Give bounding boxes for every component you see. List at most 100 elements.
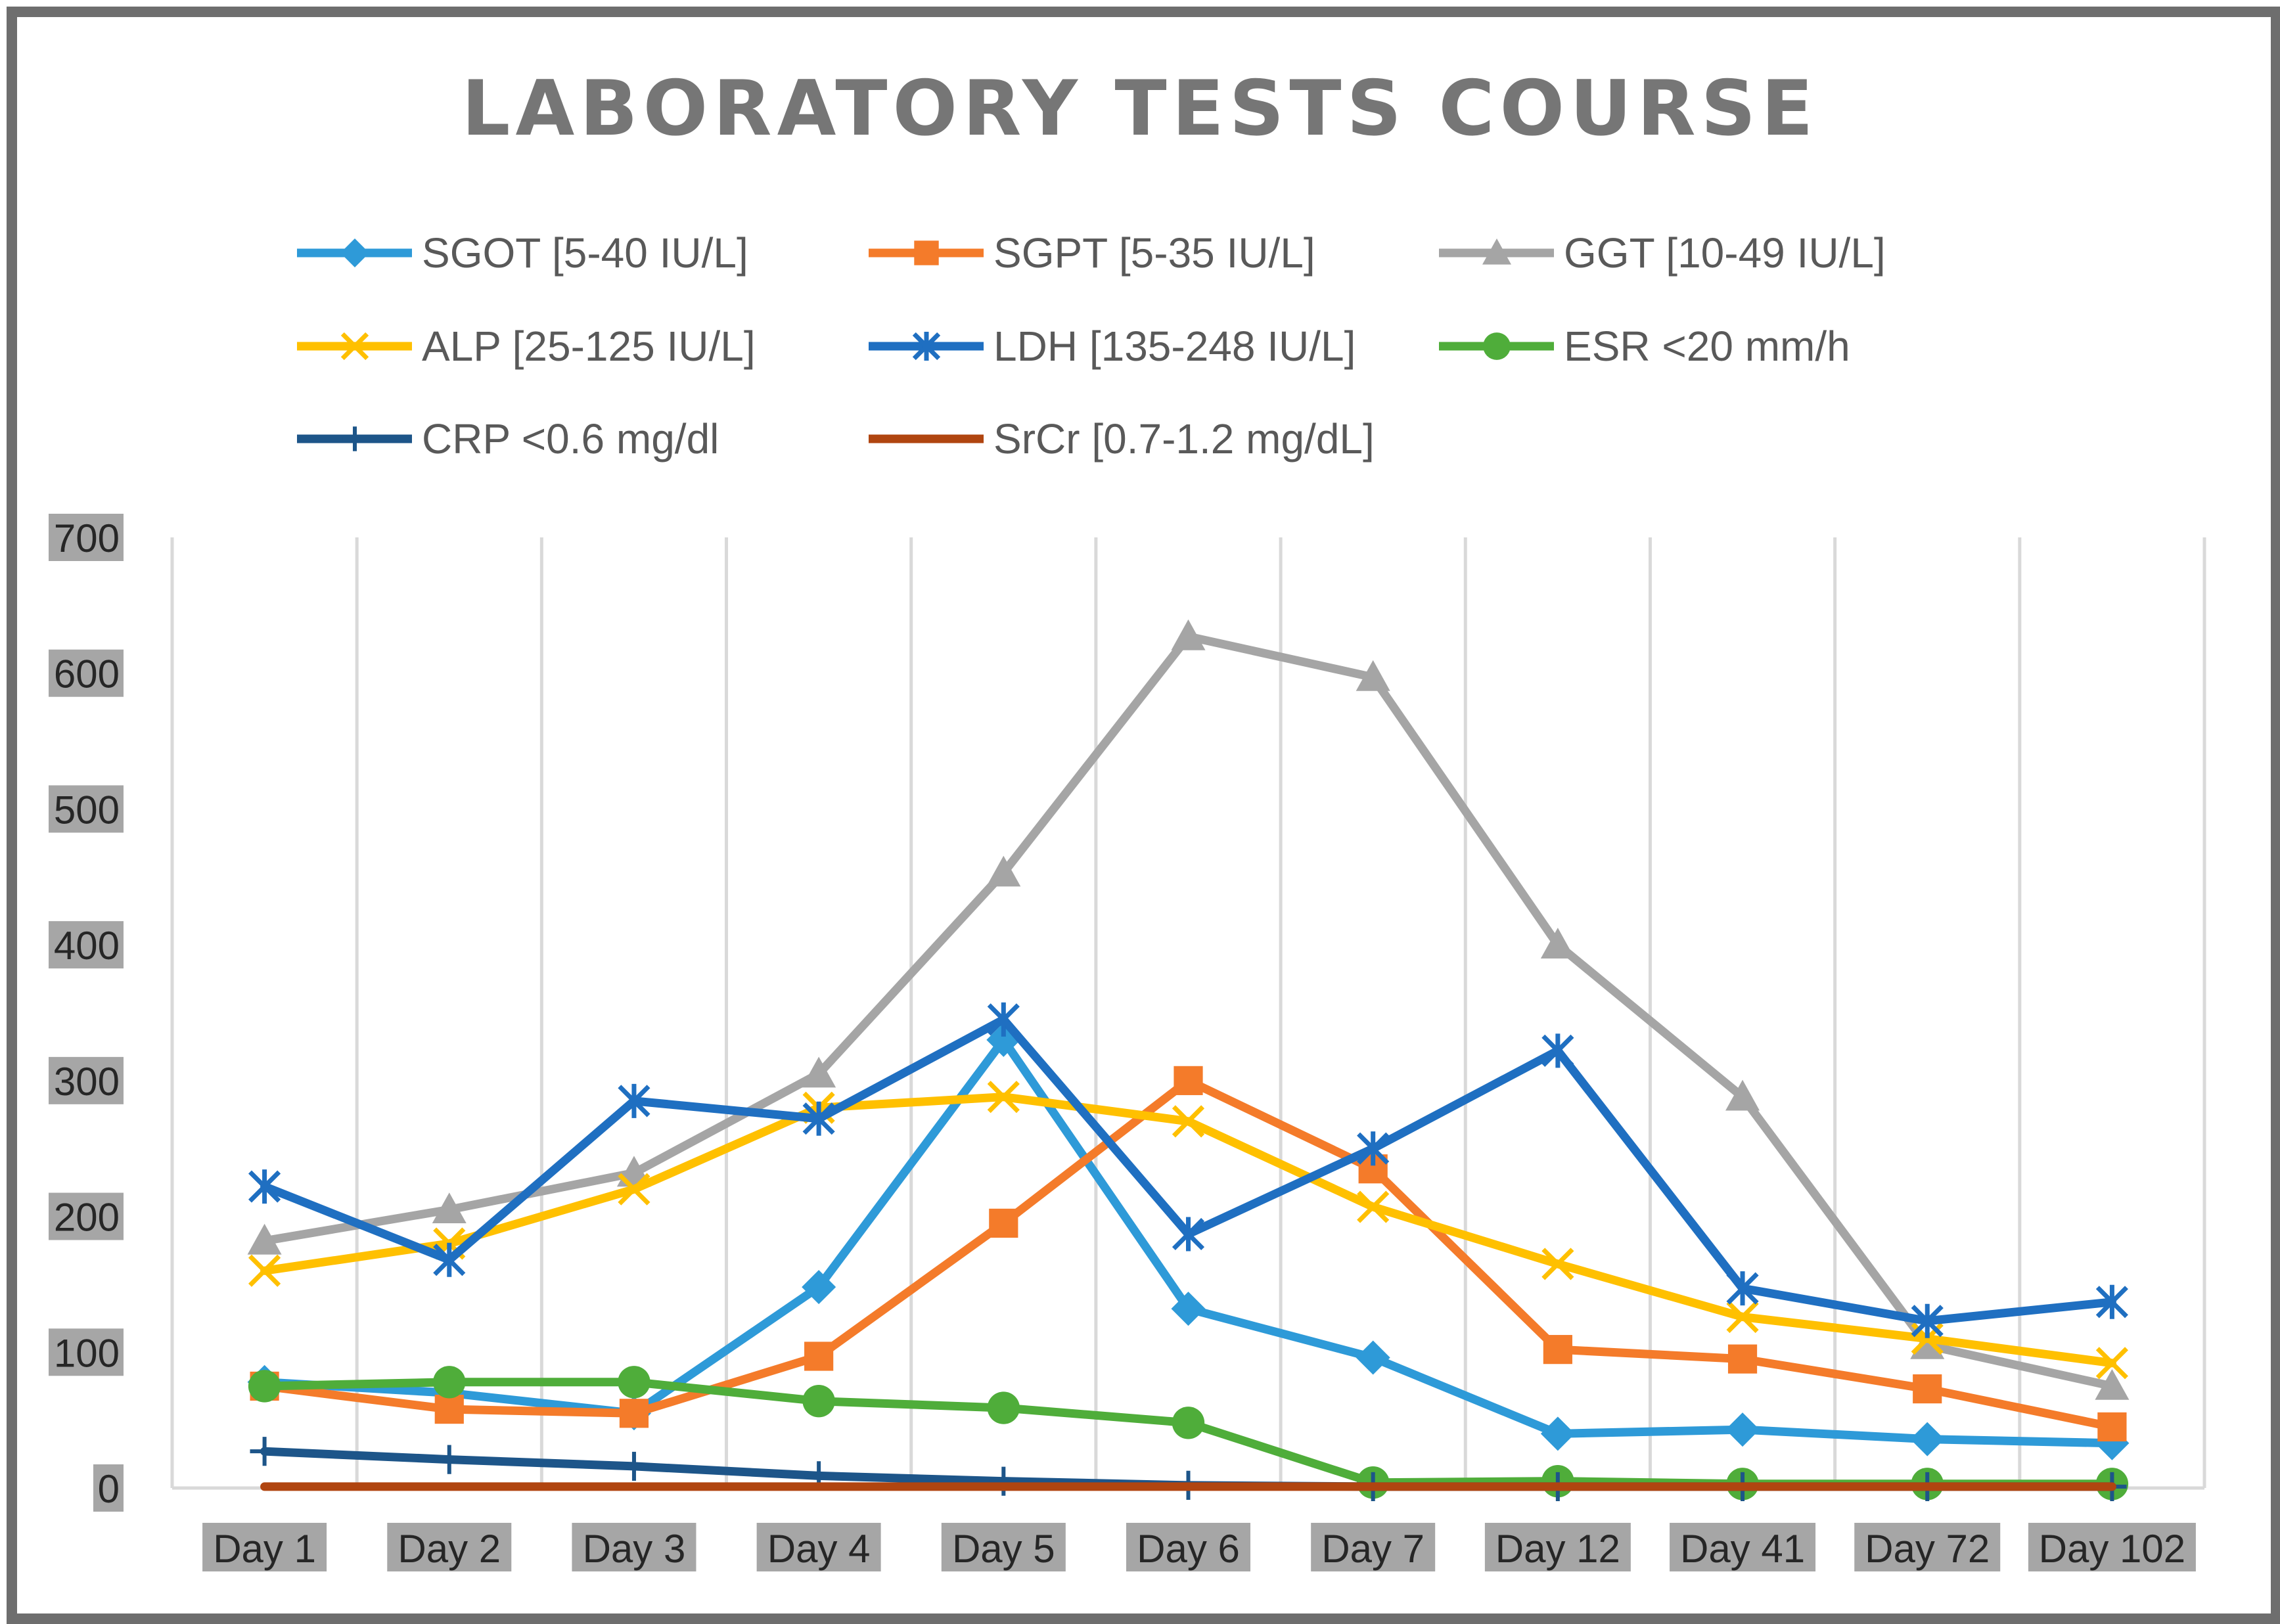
legend-label: ESR <20 mm/h bbox=[1564, 323, 1850, 370]
data-point-star bbox=[1911, 1303, 1944, 1338]
data-point-x bbox=[1357, 1190, 1390, 1223]
chart-title: LABORATORY TESTS COURSE bbox=[462, 64, 1819, 153]
y-tick-label: 200 bbox=[54, 1196, 120, 1240]
legend-label: SGOT [5-40 IU/L] bbox=[422, 229, 748, 277]
x-tick: Day 6 bbox=[1126, 1523, 1250, 1571]
data-point-circle bbox=[248, 1370, 281, 1403]
data-point-circle bbox=[1172, 1407, 1205, 1439]
data-point-triangle bbox=[432, 1192, 467, 1224]
legend-label: CRP <0.6 mg/dl bbox=[422, 415, 719, 462]
data-point-triangle bbox=[1482, 238, 1511, 265]
data-point-square bbox=[1174, 1066, 1203, 1095]
data-point-diamond bbox=[1725, 1412, 1760, 1447]
y-tick-highlight bbox=[93, 1464, 124, 1512]
y-tick-highlight bbox=[49, 1328, 124, 1376]
y-tick-highlight bbox=[49, 921, 124, 969]
data-point-star bbox=[1726, 1271, 1759, 1306]
data-point-diamond bbox=[1540, 1416, 1575, 1451]
y-tick: 700 bbox=[49, 514, 124, 561]
data-point-circle bbox=[1483, 332, 1511, 360]
y-tick-label: 500 bbox=[54, 788, 120, 832]
x-tick: Day 12 bbox=[1484, 1523, 1631, 1571]
data-point-plus bbox=[989, 1466, 1018, 1496]
data-point-circle bbox=[802, 1385, 835, 1418]
data-point-diamond bbox=[802, 1270, 836, 1305]
x-tick-label: Day 5 bbox=[952, 1527, 1055, 1571]
data-point-x bbox=[248, 1254, 281, 1287]
legend-label: SGPT [5-35 IU/L] bbox=[993, 229, 1315, 277]
x-axis-ticks: Day 1 Day 2 Day 3 Day 4 Day 5 Day 6 Day 7 Day 1… bbox=[202, 1523, 2196, 1571]
gridlines bbox=[170, 537, 2206, 1490]
y-tick: 300 bbox=[49, 1056, 124, 1104]
x-tick-highlight bbox=[1126, 1523, 1250, 1571]
data-point-plus bbox=[250, 1437, 279, 1466]
data-point-x bbox=[1172, 1105, 1205, 1138]
data-point-star bbox=[248, 1169, 281, 1204]
data-point-star bbox=[618, 1083, 650, 1118]
data-point-square bbox=[434, 1395, 464, 1424]
y-tick: 200 bbox=[49, 1192, 124, 1240]
data-point-circle bbox=[433, 1366, 466, 1399]
x-tick: Day 4 bbox=[756, 1523, 881, 1571]
legend-item: ALP [25-125 IU/L] bbox=[297, 323, 756, 370]
data-point-star bbox=[1357, 1131, 1390, 1166]
y-tick: 100 bbox=[49, 1328, 124, 1376]
x-tick: Day 1 bbox=[202, 1523, 327, 1571]
legend-item: SGPT [5-35 IU/L] bbox=[869, 229, 1315, 277]
y-tick-label: 400 bbox=[54, 924, 120, 968]
legend-label: LDH [135-248 IU/L] bbox=[993, 323, 1356, 370]
x-tick-label: Day 102 bbox=[2039, 1527, 2185, 1571]
data-point-square bbox=[1913, 1374, 1942, 1404]
legend-item: LDH [135-248 IU/L] bbox=[869, 323, 1356, 370]
data-point-square bbox=[804, 1342, 834, 1371]
x-tick-label: Day 41 bbox=[1680, 1527, 1805, 1571]
x-tick-label: Day 7 bbox=[1321, 1527, 1425, 1571]
x-tick-highlight bbox=[756, 1523, 881, 1571]
legend-label: ALP [25-125 IU/L] bbox=[422, 323, 756, 370]
x-tick: Day 41 bbox=[1670, 1523, 1816, 1571]
data-point-triangle bbox=[1540, 928, 1575, 959]
data-point-circle bbox=[618, 1366, 650, 1399]
x-tick-label: Day 1 bbox=[213, 1527, 316, 1571]
data-point-x bbox=[1726, 1300, 1759, 1334]
x-tick: Day 7 bbox=[1311, 1523, 1436, 1571]
x-tick-label: Day 12 bbox=[1495, 1527, 1620, 1571]
data-point-x bbox=[987, 1081, 1020, 1114]
x-tick-highlight bbox=[1484, 1523, 1631, 1571]
series-line-3 bbox=[247, 619, 2130, 1400]
x-tick-highlight bbox=[572, 1523, 696, 1571]
y-tick-highlight bbox=[49, 1056, 124, 1104]
x-tick-highlight bbox=[2028, 1523, 2196, 1571]
data-point-square bbox=[2097, 1412, 2127, 1442]
data-point-square bbox=[619, 1399, 649, 1428]
y-tick: 500 bbox=[49, 785, 124, 833]
y-tick: 600 bbox=[49, 649, 124, 697]
x-tick-highlight bbox=[387, 1523, 512, 1571]
x-tick: Day 102 bbox=[2028, 1523, 2196, 1571]
legend: SGOT [5-40 IU/L] SGPT [5-35 IU/L] GGT [10-… bbox=[297, 229, 1886, 462]
x-tick-label: Day 3 bbox=[583, 1527, 686, 1571]
data-point-diamond bbox=[1356, 1340, 1390, 1375]
data-point-star bbox=[433, 1242, 466, 1277]
y-tick: 400 bbox=[49, 921, 124, 969]
data-point-star bbox=[912, 332, 941, 361]
legend-item: ESR <20 mm/h bbox=[1439, 323, 1850, 370]
y-tick-label: 700 bbox=[54, 516, 120, 560]
data-point-square bbox=[1543, 1335, 1572, 1365]
x-tick: Day 72 bbox=[1854, 1523, 2001, 1571]
data-point-x bbox=[618, 1173, 650, 1206]
data-point-star bbox=[1172, 1217, 1205, 1252]
data-point-plus bbox=[619, 1451, 649, 1481]
y-tick-label: 600 bbox=[54, 652, 120, 696]
x-tick-label: Day 6 bbox=[1137, 1527, 1240, 1571]
data-point-square bbox=[1727, 1344, 1758, 1374]
data-point-circle bbox=[987, 1391, 1020, 1424]
data-point-plus bbox=[434, 1445, 464, 1474]
y-tick-label: 300 bbox=[54, 1060, 120, 1104]
y-tick: 0 bbox=[93, 1464, 124, 1512]
chart-frame bbox=[7, 7, 2280, 1624]
x-tick-label: Day 72 bbox=[1865, 1527, 1990, 1571]
data-point-diamond bbox=[1910, 1422, 1945, 1456]
data-point-triangle bbox=[1910, 1328, 1945, 1359]
